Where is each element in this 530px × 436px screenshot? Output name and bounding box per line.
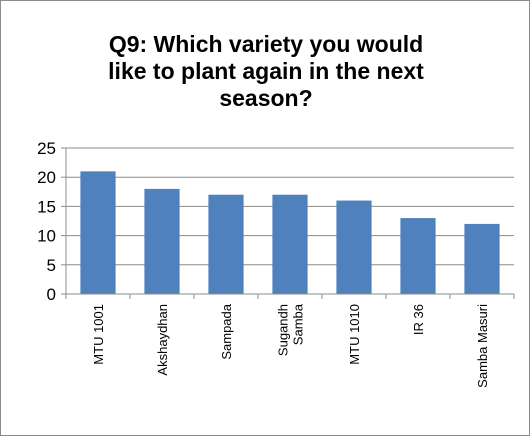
x-category-label-3-line-1: Samba xyxy=(291,303,306,345)
chart-title-line-1: Q9: Which variety you would xyxy=(108,31,424,57)
y-tick-label-3: 15 xyxy=(37,197,56,216)
bars xyxy=(80,171,500,294)
bar-0 xyxy=(80,171,116,294)
x-category-label-4: MTU 1010 xyxy=(347,304,362,365)
bar-2 xyxy=(208,194,244,294)
y-tick-labels: 0 5 10 15 20 25 xyxy=(37,139,56,304)
x-category-label-5: IR 36 xyxy=(411,304,426,335)
x-category-labels: MTU 1001 Akshaydhan Sampada Sugandh Samba MTU… xyxy=(91,303,490,388)
x-category-label-6-line-0: Samba Masuri xyxy=(475,304,490,388)
x-category-label-2: Sampada xyxy=(219,303,234,359)
y-tick-label-5: 25 xyxy=(37,139,56,158)
x-category-label-3: Sugandh Samba xyxy=(276,303,306,356)
x-category-label-0-line-0: MTU 1001 xyxy=(91,304,106,365)
y-tick-label-1: 5 xyxy=(47,256,56,275)
x-category-label-1: Akshaydhan xyxy=(155,304,170,376)
x-category-label-2-line-0: Sampada xyxy=(219,303,234,359)
chart-title-line-2: like to plant again in the next xyxy=(108,58,424,84)
bar-1 xyxy=(144,188,180,294)
y-tick-label-0: 0 xyxy=(47,285,56,304)
bar-4 xyxy=(336,200,372,294)
x-category-label-0: MTU 1001 xyxy=(91,304,106,365)
x-category-label-4-line-0: MTU 1010 xyxy=(347,304,362,365)
y-tick-label-4: 20 xyxy=(37,168,56,187)
bar-6 xyxy=(464,223,500,294)
x-category-label-6: Samba Masuri xyxy=(475,304,490,388)
axes xyxy=(61,147,515,299)
chart-title-line-3: season? xyxy=(219,85,313,111)
chart-title: Q9: Which variety you would like to plan… xyxy=(41,31,491,112)
y-tick-label-2: 10 xyxy=(37,227,56,246)
x-category-label-1-line-0: Akshaydhan xyxy=(155,304,170,376)
bar-5 xyxy=(400,218,436,294)
x-category-label-5-line-0: IR 36 xyxy=(411,304,426,335)
x-category-label-3-line-0: Sugandh xyxy=(276,304,291,356)
bar-3 xyxy=(272,194,308,294)
